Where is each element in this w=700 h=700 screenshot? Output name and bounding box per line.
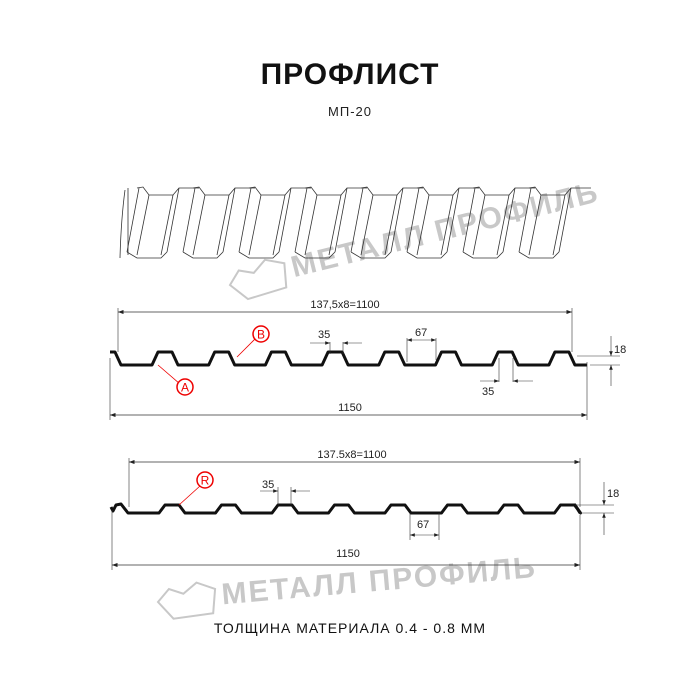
height-label-1: 18 xyxy=(614,344,626,356)
sheet-3d-line xyxy=(360,194,398,256)
sheet-3d-line xyxy=(528,194,566,256)
svg-text:МЕТАЛЛ ПРОФИЛЬ: МЕТАЛЛ ПРОФИЛЬ xyxy=(288,176,603,285)
sheet-3d-line xyxy=(304,186,367,196)
page-title: ПРОФЛИСТ xyxy=(260,58,440,91)
sheet-3d-line xyxy=(192,186,255,196)
sheet-3d-line xyxy=(238,187,252,253)
marker-b xyxy=(252,325,270,343)
sheet-3d-line xyxy=(518,187,532,253)
sheet-3d-line xyxy=(406,251,448,259)
marker-a xyxy=(176,378,194,396)
sheet-3d-line xyxy=(166,187,180,253)
sheet-3d-line xyxy=(406,187,420,253)
svg-text:A: A xyxy=(181,381,189,395)
width-label-2: 1150 xyxy=(336,548,360,560)
watermark-1: МЕТАЛЛ ПРОФИЛЬ xyxy=(228,176,603,301)
sheet-3d-line xyxy=(350,187,364,253)
sheet-3d-line xyxy=(294,187,308,253)
height-label-2: 18 xyxy=(607,488,619,500)
sheet-3d-line xyxy=(472,194,510,256)
sheet-3d-line xyxy=(238,251,280,259)
gap-label-2: 67 xyxy=(417,519,429,531)
sheet-3d-line xyxy=(278,187,292,253)
sheet-3d-line xyxy=(182,251,224,259)
sheet-3d-line xyxy=(350,251,392,259)
sheet-3d-line xyxy=(360,186,423,196)
top-width-label-2: 35 xyxy=(262,479,274,491)
sheet-3d-line xyxy=(446,187,460,253)
sheet-3d-line xyxy=(182,187,196,253)
sheet-3d-line xyxy=(416,186,479,196)
watermark-2: МЕТАЛЛ ПРОФИЛЬ xyxy=(156,551,538,620)
sheet-3d-line xyxy=(248,186,311,196)
sheet-3d-line xyxy=(390,187,404,253)
sheet-3d-line xyxy=(502,187,516,253)
material-thickness-note: ТОЛЩИНА МАТЕРИАЛА 0.4 - 0.8 ММ xyxy=(213,620,487,636)
page-subtitle: МП-20 xyxy=(328,104,372,119)
sheet-3d-line xyxy=(136,186,199,196)
sheet-3d-line xyxy=(192,194,230,256)
sheet-3d-line xyxy=(119,189,126,259)
width-label-1: 1150 xyxy=(338,402,362,414)
sheet-3d-line xyxy=(462,187,476,253)
marker-r xyxy=(196,471,214,489)
sheet-3d-line xyxy=(528,186,591,196)
sheet-3d-line xyxy=(558,187,572,253)
sheet-3d-line xyxy=(248,194,286,256)
svg-text:R: R xyxy=(201,474,210,488)
sheet-3d-line xyxy=(222,187,236,253)
sheet-3d-line xyxy=(462,251,504,259)
sheet-3d-line xyxy=(126,251,168,259)
sheet-3d-line xyxy=(294,251,336,259)
svg-text:МЕТАЛЛ ПРОФИЛЬ: МЕТАЛЛ ПРОФИЛЬ xyxy=(220,551,538,611)
top-width-label-1: 35 xyxy=(318,329,330,341)
sheet-3d-line xyxy=(304,194,342,256)
bottom-width-label-1: 35 xyxy=(482,386,494,398)
sheet-3d-line xyxy=(136,194,174,256)
profile-2: 137.5x8=1100 1150 35 67 18 R xyxy=(109,449,619,570)
sheet-3d-line xyxy=(518,251,560,259)
profile-1: 137,5x8=1100 1150 35 67 35 18 A B xyxy=(109,299,626,420)
profile-1-outline xyxy=(110,350,587,367)
profile-2-outline xyxy=(109,502,582,515)
sheet-3d-line xyxy=(472,186,535,196)
sheet-3d-line xyxy=(416,194,454,256)
sheet-3d-line xyxy=(126,187,140,253)
sheet-3d-illustration xyxy=(119,186,591,259)
pitch-label-2: 137.5x8=1100 xyxy=(317,449,386,461)
sheet-3d-line xyxy=(334,187,348,253)
gap-label-1: 67 xyxy=(415,327,427,339)
svg-text:B: B xyxy=(257,328,265,342)
pitch-label-1: 137,5x8=1100 xyxy=(310,299,379,311)
